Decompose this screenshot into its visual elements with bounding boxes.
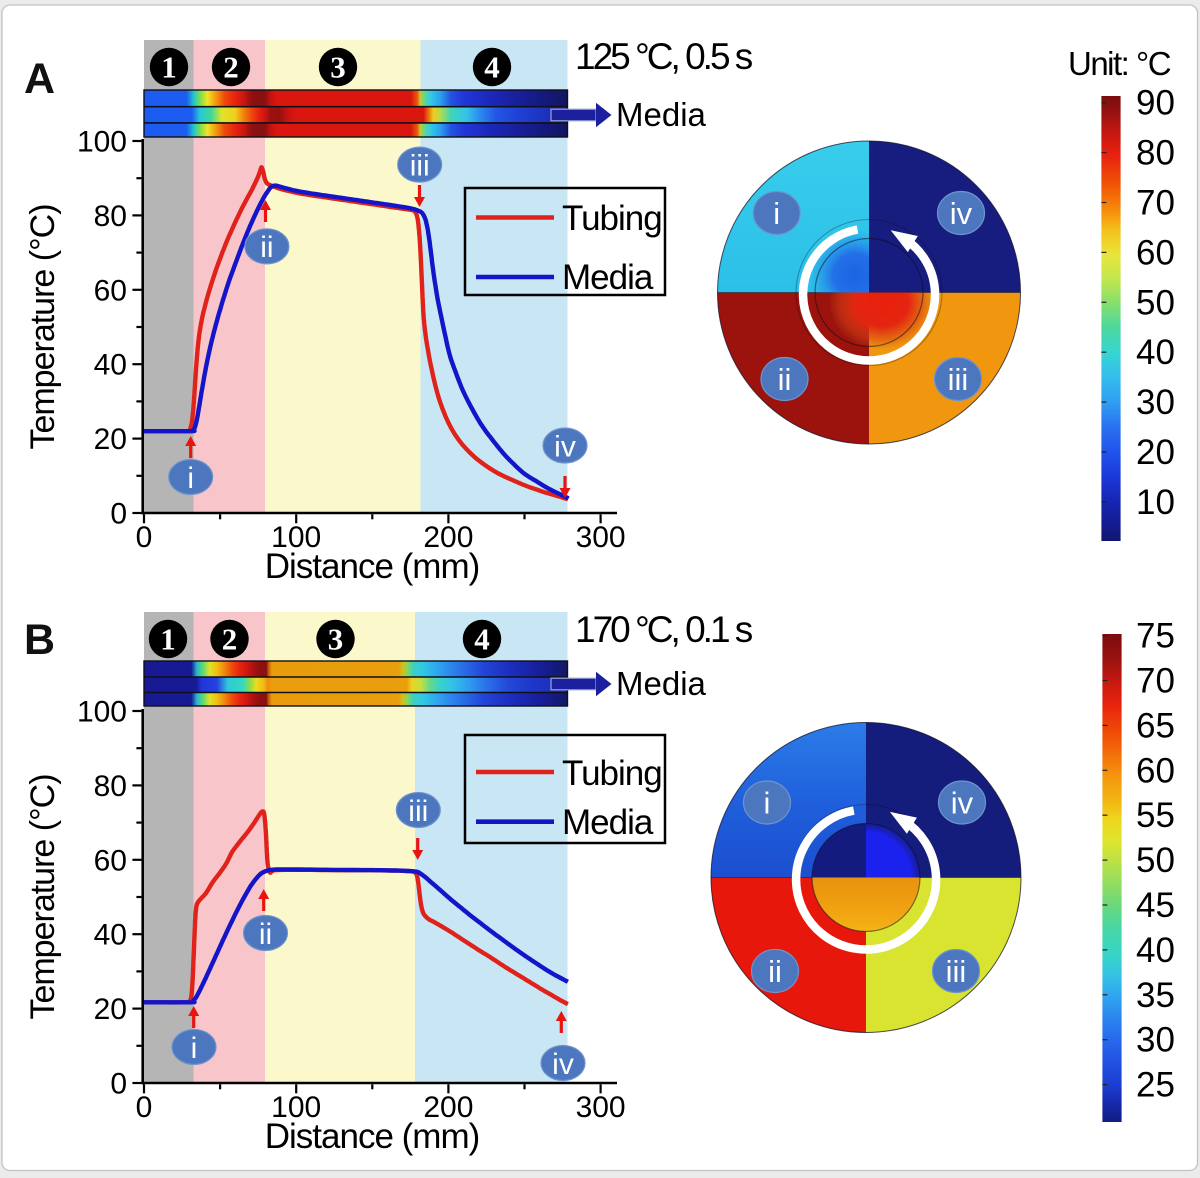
svg-text:45: 45 [1136,886,1175,925]
svg-text:ii: ii [778,362,792,397]
svg-text:3: 3 [328,622,344,657]
svg-text:200: 200 [423,1091,473,1124]
svg-text:50: 50 [1136,841,1175,880]
svg-text:B: B [24,616,55,664]
svg-text:65: 65 [1136,706,1175,745]
svg-text:ii: ii [259,918,272,951]
svg-text:300: 300 [576,1091,626,1124]
svg-text:Media: Media [562,803,654,842]
svg-text:A: A [24,55,55,103]
svg-text:60: 60 [1136,751,1175,790]
svg-text:70: 70 [1136,184,1175,223]
svg-text:4: 4 [484,50,500,85]
svg-text:20: 20 [94,423,127,456]
svg-text:0: 0 [136,1091,153,1124]
svg-text:100: 100 [271,521,321,554]
svg-text:40: 40 [94,349,127,382]
svg-text:25: 25 [1136,1066,1175,1105]
svg-text:i: i [187,462,194,495]
svg-text:50: 50 [1136,283,1175,322]
svg-text:iv: iv [951,786,974,821]
svg-text:70: 70 [1136,662,1175,701]
svg-text:1: 1 [161,50,177,85]
svg-text:Distance (mm): Distance (mm) [265,1117,480,1156]
svg-text:55: 55 [1136,796,1175,835]
svg-text:100: 100 [271,1091,321,1124]
svg-text:60: 60 [94,274,127,307]
svg-text:iii: iii [948,362,969,397]
svg-text:30: 30 [1136,383,1175,422]
svg-text:90: 90 [1136,84,1175,123]
svg-text:170 °C, 0.1 s: 170 °C, 0.1 s [575,609,753,650]
svg-text:i: i [764,786,771,821]
svg-text:Media: Media [616,665,707,702]
svg-text:0: 0 [136,521,153,554]
svg-text:3: 3 [330,50,346,85]
svg-text:Media: Media [562,258,654,297]
svg-text:Tubing: Tubing [562,754,662,793]
svg-text:80: 80 [94,200,127,233]
svg-text:60: 60 [94,844,127,877]
svg-text:1: 1 [160,622,176,657]
svg-text:iii: iii [408,795,428,828]
svg-text:60: 60 [1136,233,1175,272]
svg-text:40: 40 [94,919,127,952]
svg-text:iv: iv [552,1048,574,1081]
svg-text:4: 4 [474,622,490,657]
svg-text:Media: Media [616,96,707,133]
svg-text:200: 200 [423,521,473,554]
svg-text:80: 80 [1136,134,1175,173]
svg-text:i: i [191,1032,198,1065]
svg-text:iii: iii [410,149,430,182]
svg-text:iv: iv [950,196,973,231]
svg-text:Temperature (°C): Temperature (°C) [24,774,62,1019]
svg-text:125 °C, 0.5 s: 125 °C, 0.5 s [575,36,753,77]
svg-text:75: 75 [1136,617,1175,656]
svg-text:2: 2 [223,50,239,85]
svg-text:iv: iv [554,430,576,463]
svg-text:40: 40 [1136,931,1175,970]
svg-text:20: 20 [94,993,127,1026]
svg-text:20: 20 [1136,433,1175,472]
svg-text:80: 80 [94,770,127,803]
svg-text:40: 40 [1136,333,1175,372]
svg-text:Tubing: Tubing [562,199,662,238]
svg-text:100: 100 [77,126,127,159]
svg-text:300: 300 [576,521,626,554]
svg-text:35: 35 [1136,976,1175,1015]
svg-text:iii: iii [946,954,967,989]
svg-text:ii: ii [260,231,273,264]
svg-text:ii: ii [768,954,782,989]
svg-text:100: 100 [77,696,127,729]
svg-text:30: 30 [1136,1021,1175,1060]
svg-text:0: 0 [110,498,127,531]
svg-text:10: 10 [1136,483,1175,522]
svg-text:i: i [773,196,780,231]
svg-text:Distance (mm): Distance (mm) [265,547,480,586]
svg-text:2: 2 [222,622,238,657]
svg-text:0: 0 [110,1068,127,1101]
svg-text:Temperature (°C): Temperature (°C) [24,204,62,449]
svg-text:Unit: °C: Unit: °C [1068,45,1171,82]
